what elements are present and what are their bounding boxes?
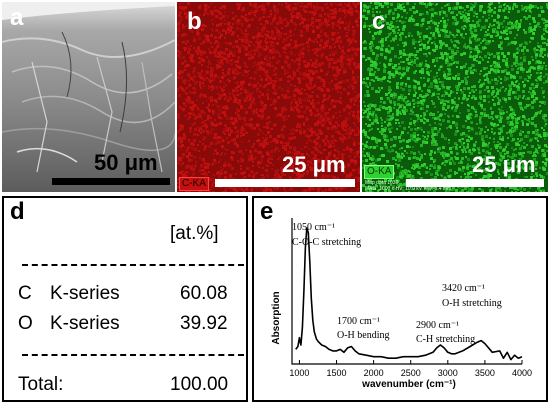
ftir-ticks: 1000 1500 2000 2500 3000 3500 4000 — [289, 360, 532, 378]
annotation-wavenumber-1700: 1700 cm⁻¹ — [337, 316, 380, 327]
series-label: K-series — [50, 313, 120, 334]
panel-b-carbon-map: b C-KA 25 μm — [177, 2, 360, 192]
x-tick-label: 2500 — [401, 368, 421, 378]
axis-frame — [291, 218, 522, 365]
x-tick-label: 1500 — [327, 368, 347, 378]
panel-e-ftir-spectrum: e Absorption wavenumber (cm⁻¹) 1050 cm⁻¹… — [252, 196, 548, 402]
panel-letter-d: d — [10, 198, 25, 225]
ftir-series-line — [295, 227, 523, 361]
element-symbol: O — [18, 313, 33, 334]
element-symbol: C — [18, 283, 32, 304]
panel-letter-a: a — [10, 4, 24, 31]
scale-bar-a — [52, 178, 170, 185]
sem-texture — [2, 2, 175, 192]
y-axis-label: Absorption — [271, 291, 282, 344]
meta-line-1: Map data 1030 — [365, 180, 399, 186]
meta-line-2: MAG: 1000 x HV: 10.0 kV WD: 8.4 mm — [365, 186, 452, 192]
scale-label-b: 25 μm — [282, 152, 346, 177]
annotation-label-3420: O-H stretching — [442, 298, 502, 309]
panel-c-oxygen-map: c O-KA 25 μm Map data 1030 MAG: 1000 x H… — [362, 2, 548, 192]
ftir-chart: Absorption wavenumber (cm⁻¹) 1050 cm⁻¹ C… — [271, 218, 532, 390]
panel-letter-e: e — [260, 198, 274, 225]
panel-d-composition-table: d [at.%] C K-series 60.08 O K-series 39.… — [2, 196, 248, 402]
total-label: Total: — [18, 374, 64, 395]
map-label-carbon: C-KA — [179, 177, 209, 191]
ftir-axes — [291, 218, 522, 365]
atomic-percent: 39.92 — [180, 313, 228, 334]
scale-label-c: 25 μm — [472, 152, 536, 177]
annotation-wavenumber-1050: 1050 cm⁻¹ — [292, 222, 335, 233]
unit-header: [at.%] — [170, 223, 219, 244]
map-label-oxygen: O-KA — [364, 165, 395, 179]
scale-label-a: 50 μm — [94, 150, 158, 175]
atomic-percent: 60.08 — [180, 283, 228, 304]
oxygen-noise — [362, 2, 548, 192]
series-label: K-series — [50, 283, 120, 304]
annotation-label-1700: O-H bending — [337, 330, 390, 341]
annotation-label-1050: C-O-C stretching — [292, 237, 361, 248]
x-tick-label: 3000 — [438, 368, 458, 378]
x-tick-label: 4000 — [512, 368, 532, 378]
x-tick-label: 3500 — [475, 368, 495, 378]
x-tick-label: 1000 — [289, 368, 309, 378]
panel-a-sem-image: a 50 μm — [2, 2, 175, 192]
carbon-noise — [177, 2, 360, 192]
total-value: 100.00 — [170, 374, 229, 395]
annotation-wavenumber-2900: 2900 cm⁻¹ — [416, 320, 459, 331]
panel-letter-b: b — [187, 8, 202, 35]
annotation-label-2900: C-H stretching — [416, 334, 475, 345]
scale-bar-c — [406, 179, 544, 187]
panel-letter-c: c — [372, 8, 386, 35]
divider-bottom — [22, 354, 244, 356]
x-tick-label: 2000 — [364, 368, 384, 378]
x-axis-label: wavenumber (cm⁻¹) — [361, 379, 456, 390]
divider-top — [22, 264, 244, 266]
annotation-wavenumber-3420: 3420 cm⁻¹ — [442, 283, 485, 294]
scale-bar-b — [215, 179, 355, 187]
